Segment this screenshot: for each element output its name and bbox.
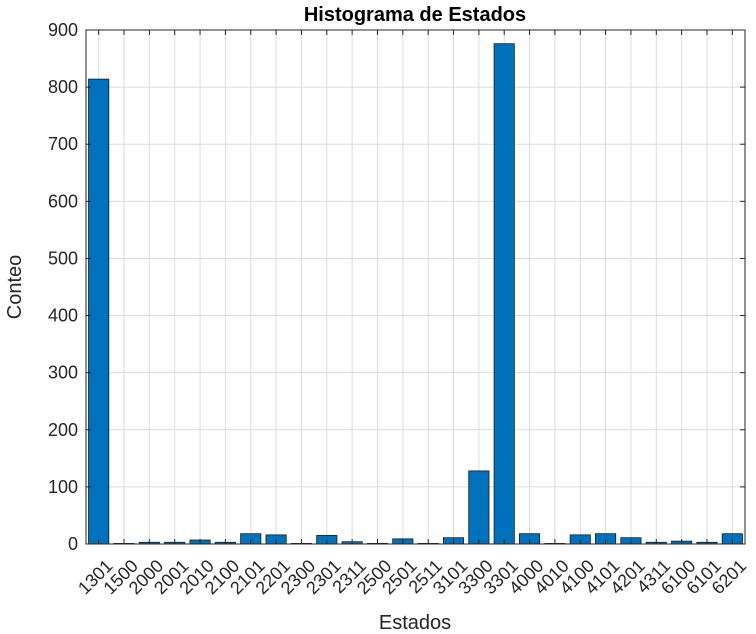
y-tick-label: 0: [68, 534, 78, 554]
x-axis-label: Estados: [379, 612, 451, 634]
y-tick-label: 100: [48, 477, 78, 497]
y-tick-label: 600: [48, 191, 78, 211]
x-axis-ticks: 1301150020002001201021002101220123002301…: [74, 30, 750, 598]
grid: [86, 29, 745, 545]
y-tick-label: 900: [48, 20, 78, 40]
y-tick-label: 200: [48, 420, 78, 440]
y-axis-label: Conteo: [4, 255, 26, 320]
y-tick-label: 700: [48, 134, 78, 154]
bar-3300: [468, 470, 490, 545]
y-tick-label: 800: [48, 77, 78, 97]
plot-frame: [85, 29, 746, 545]
y-axis-ticks: 0 100 200 300 400 500 600 700 800 900: [48, 20, 745, 554]
y-tick-label: 400: [48, 306, 78, 326]
y-tick-label: 500: [48, 248, 78, 268]
y-tick-label: 300: [48, 363, 78, 383]
bar-3301: [493, 43, 515, 545]
chart-title: Histograma de Estados: [304, 4, 526, 26]
bars: [88, 43, 743, 545]
bar-1301: [88, 78, 110, 545]
